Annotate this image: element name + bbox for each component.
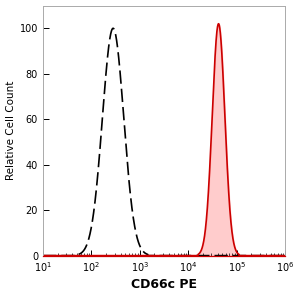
Y-axis label: Relative Cell Count: Relative Cell Count — [6, 81, 16, 180]
X-axis label: CD66c PE: CD66c PE — [131, 279, 197, 291]
